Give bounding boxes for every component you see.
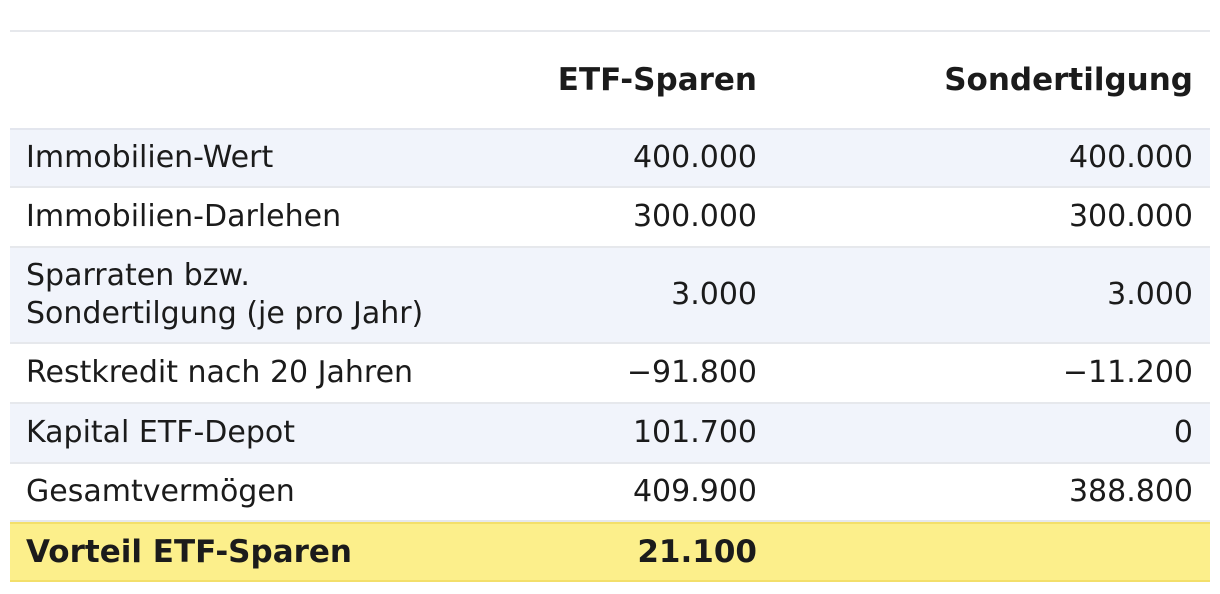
table-row: Gesamtvermögen 409.900 388.800 [10,464,1210,522]
table-row: Sparraten bzw. Sondertilgung (je pro Jah… [10,248,1210,344]
total-row: Vorteil ETF-Sparen 21.100 [10,522,1210,582]
row-label: Immobilien-Darlehen [26,199,342,234]
etf-value: 101.700 [632,415,757,450]
sondertilgung-value: −11.200 [1062,355,1193,390]
sondertilgung-value: 300.000 [1068,199,1193,234]
header-etf-sparen: ETF-Sparen [557,62,757,98]
total-label: Vorteil ETF-Sparen [26,534,352,570]
table-row: Restkredit nach 20 Jahren −91.800 −11.20… [10,344,1210,404]
sondertilgung-value: 3.000 [1107,277,1193,312]
etf-value: 400.000 [632,140,757,175]
sondertilgung-value: 0 [1173,415,1193,450]
table-row: Kapital ETF-Depot 101.700 0 [10,404,1210,464]
row-label: Gesamtvermögen [26,474,295,509]
etf-value: −91.800 [626,355,757,390]
header-sondertilgung: Sondertilgung [944,62,1193,98]
sondertilgung-value: 388.800 [1068,474,1193,509]
etf-value: 3.000 [671,277,757,312]
row-label: Immobilien-Wert [26,140,274,175]
row-label: Restkredit nach 20 Jahren [26,355,414,390]
etf-value: 409.900 [632,474,757,509]
row-label: Sparraten bzw. Sondertilgung (je pro Jah… [10,257,450,333]
table-row: Immobilien-Darlehen 300.000 300.000 [10,188,1210,248]
sondertilgung-value: 400.000 [1068,140,1193,175]
row-label-line-1: Sparraten bzw. [26,258,250,293]
table-row: Immobilien-Wert 400.000 400.000 [10,130,1210,188]
table-header: ETF-Sparen Sondertilgung [10,32,1210,130]
etf-value: 300.000 [632,199,757,234]
row-label-line-2: Sondertilgung (je pro Jahr) [26,296,424,331]
row-label: Kapital ETF-Depot [26,415,296,450]
total-etf-value: 21.100 [637,534,757,570]
comparison-table: ETF-Sparen Sondertilgung Immobilien-Wert… [10,30,1210,582]
